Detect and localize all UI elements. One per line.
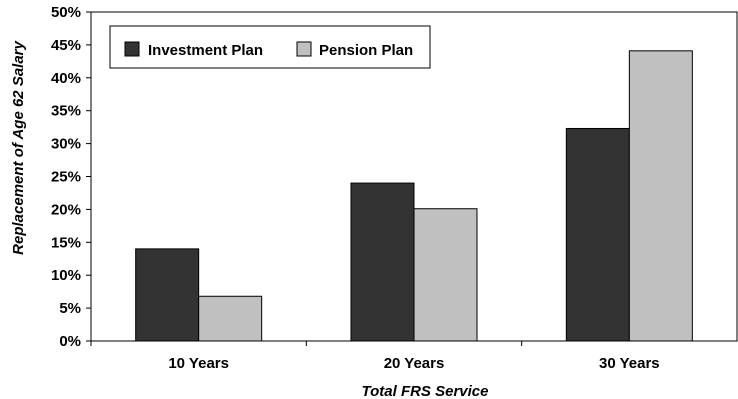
bar-pension-plan-10-years — [198, 295, 263, 342]
legend-swatch-pension-plan — [296, 41, 312, 57]
legend-label-pension-plan: Pension Plan — [319, 42, 413, 59]
y-tick-label: 5% — [59, 300, 81, 317]
y-tick-label: 45% — [51, 37, 81, 54]
legend: Investment Plan Pension Plan — [109, 25, 431, 69]
x-category-label: 20 Years — [384, 355, 445, 372]
y-tick-label: 30% — [51, 136, 81, 153]
legend-label-investment-plan: Investment Plan — [148, 42, 263, 59]
y-axis-title: Replacement of Age 62 Salary — [10, 40, 27, 254]
y-tick-label: 25% — [51, 169, 81, 186]
y-tick-label: 0% — [59, 333, 81, 350]
legend-swatch-investment-plan — [124, 41, 140, 57]
y-tick-label: 40% — [51, 70, 81, 87]
y-tick-label: 50% — [51, 4, 81, 21]
bar-pension-plan-30-years — [628, 50, 693, 342]
y-tick-label: 35% — [51, 103, 81, 120]
bars — [135, 50, 693, 342]
y-axis-ticks: 0% 5% 10% 15% 20% 25% 30% 35% 40% 45% 50% — [51, 4, 91, 350]
bar-pension-plan-20-years — [413, 208, 478, 342]
x-axis-category-labels: 10 Years 20 Years 30 Years — [90, 341, 660, 372]
bar-investment-plan-20-years — [350, 182, 415, 342]
y-tick-label: 15% — [51, 234, 81, 251]
y-tick-label: 20% — [51, 201, 81, 218]
legend-box — [109, 25, 431, 69]
y-tick-label: 10% — [51, 267, 81, 284]
bar-investment-plan-10-years — [135, 248, 200, 342]
x-category-label: 10 Years — [168, 355, 229, 372]
bar-investment-plan-30-years — [565, 127, 630, 342]
x-axis-title: Total FRS Service — [362, 383, 489, 399]
x-category-label: 30 Years — [599, 355, 660, 372]
